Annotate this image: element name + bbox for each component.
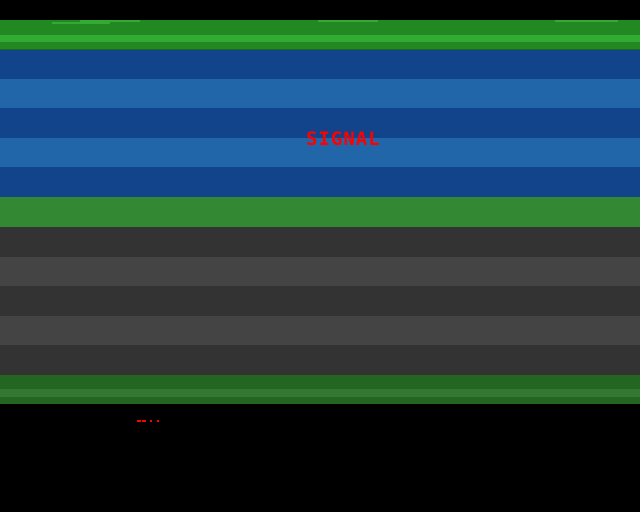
grass-detail (555, 20, 618, 22)
road-lane-3 (0, 286, 640, 316)
water-lane-5 (0, 167, 640, 197)
water-lane-1 (0, 50, 640, 79)
status-indicator (150, 420, 152, 422)
game-title: SIGNAL (306, 128, 381, 150)
road-lane-4 (0, 316, 640, 345)
status-indicator (157, 420, 159, 422)
grass-detail (318, 20, 378, 22)
water-lane-3 (0, 108, 640, 138)
road-lane-2 (0, 257, 640, 286)
status-indicator (137, 420, 141, 422)
road-lane-1 (0, 227, 640, 257)
top-grass (0, 20, 640, 49)
water-lane-2 (0, 79, 640, 108)
water-lane-4 (0, 138, 640, 167)
grass-detail (80, 20, 140, 22)
bottom-grass-stripe (0, 389, 640, 397)
grass-edge (0, 49, 640, 50)
status-indicator (142, 420, 146, 422)
median-strip (0, 197, 640, 227)
grass-detail (52, 22, 110, 24)
road-lane-5 (0, 345, 640, 375)
top-grass-stripe (0, 35, 640, 42)
